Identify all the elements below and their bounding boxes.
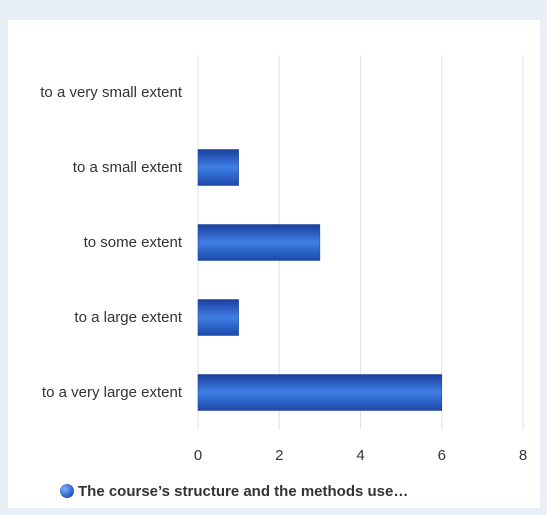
chart-panel xyxy=(8,20,540,508)
y-tick-label: to some extent xyxy=(83,233,182,251)
y-tick-label: to a large extent xyxy=(74,308,182,326)
y-tick-label: to a small extent xyxy=(72,158,182,176)
x-tick-label: 4 xyxy=(356,447,364,464)
x-tick-label: 6 xyxy=(438,447,446,464)
bar xyxy=(197,224,321,261)
bar xyxy=(197,299,239,336)
x-tick-label: 0 xyxy=(194,447,202,464)
bar xyxy=(197,149,239,186)
x-tick-label: 8 xyxy=(519,447,527,464)
bar xyxy=(197,374,442,411)
y-tick-label: to a very large extent xyxy=(41,383,182,401)
legend-marker xyxy=(60,484,74,498)
y-tick-label: to a very small extent xyxy=(40,83,182,101)
legend-text: The course’s structure and the methods u… xyxy=(78,483,408,500)
x-tick-label: 2 xyxy=(275,447,283,464)
